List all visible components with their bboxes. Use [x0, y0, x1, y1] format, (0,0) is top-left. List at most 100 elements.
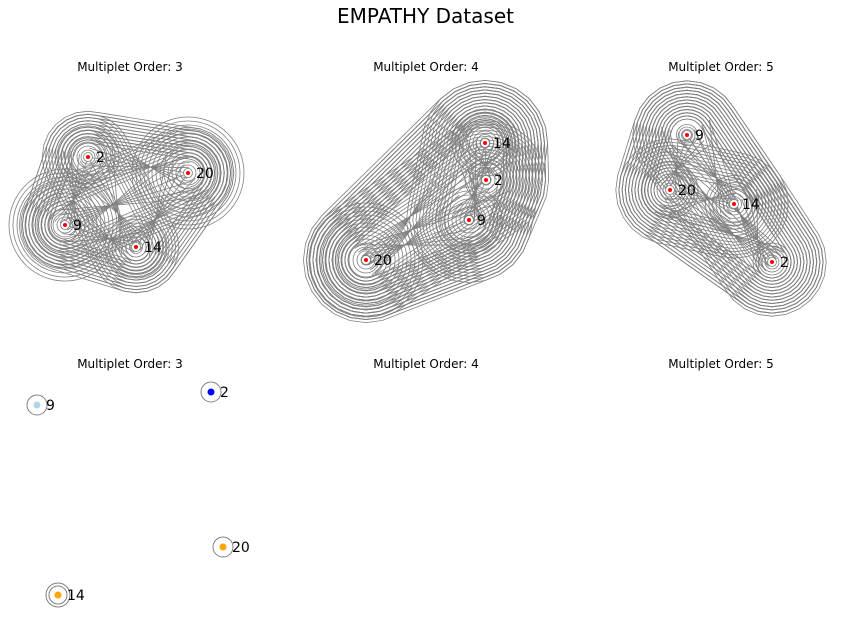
node-ring [104, 215, 168, 279]
node-ring [151, 136, 225, 210]
node-ring [360, 254, 372, 266]
node-dot [364, 258, 368, 262]
node-20: 20 [641, 161, 699, 219]
node-label: 9 [46, 398, 55, 414]
node-ring [324, 218, 408, 302]
node-ring [28, 188, 102, 262]
hyperedge-line [365, 179, 487, 261]
node-ring [465, 123, 505, 163]
hyperedge-line [701, 124, 726, 211]
hyperedge-outline [337, 151, 515, 289]
node-ring [60, 129, 116, 185]
hyperedge-line [365, 219, 470, 261]
node-ring [647, 167, 693, 213]
node-label: 14 [493, 136, 511, 152]
hyperedge-outline [632, 80, 827, 317]
node-ring [135, 120, 241, 226]
hyperedge-line [85, 161, 190, 176]
node-label: 2 [220, 385, 229, 401]
node-ring [761, 251, 783, 273]
hyperedge-outline [25, 133, 228, 287]
hyperedge-line [66, 164, 185, 231]
hyperedge-line [711, 218, 786, 254]
hyperedge-line [669, 129, 681, 194]
node-ring [179, 164, 197, 182]
panel-title: Multiplet Order: 3 [77, 60, 183, 74]
hyperedge-line [669, 189, 773, 263]
node-ring [312, 206, 420, 314]
node-ring [159, 144, 217, 202]
node-ring [676, 124, 698, 146]
hypergraph-top-order-3: 2 20 9 14 [8, 110, 245, 294]
node-ring [758, 248, 786, 276]
node-ring [20, 180, 110, 270]
node-ring [56, 216, 74, 234]
hyperedge-line [135, 172, 189, 248]
node-ring [139, 124, 237, 222]
node-label: 9 [73, 218, 82, 234]
node-dot [685, 133, 689, 137]
node-ring [320, 214, 412, 306]
hyperedge-line [148, 157, 167, 257]
node-ring [115, 226, 157, 268]
node-ring [463, 214, 475, 226]
node-dot [186, 171, 190, 175]
hyperedge-line [374, 157, 472, 274]
node-label: 9 [477, 213, 486, 229]
node-ring [650, 170, 690, 210]
node-ring [12, 172, 118, 278]
hyperedge-line [362, 236, 476, 251]
node-ring [455, 206, 483, 234]
node-ring [455, 113, 515, 173]
hyperedge-outline [624, 144, 818, 308]
node-ring [681, 129, 693, 141]
hyperedge-outline [334, 148, 518, 292]
node-ring [464, 158, 508, 202]
node-14: 14 [45, 582, 85, 608]
node-ring [24, 184, 106, 266]
node-2: 2 [464, 158, 508, 202]
node-ring [752, 242, 792, 282]
hyperedge-line [56, 231, 141, 252]
node-2: 2 [752, 242, 792, 282]
panel-title: Multiplet Order: 5 [668, 60, 774, 74]
hyperedge-line [473, 176, 479, 223]
node-ring [129, 240, 143, 254]
node-ring [308, 202, 424, 318]
hyperedge-outline [621, 141, 821, 311]
node-ring [459, 210, 479, 230]
node-dot [207, 388, 215, 396]
node-9: 9 [676, 124, 704, 146]
node-label: 9 [695, 128, 704, 144]
node-ring [118, 229, 154, 265]
node-dot [86, 155, 90, 159]
node-ring [64, 133, 112, 181]
node-ring [705, 175, 763, 233]
hyperedge-outline [634, 154, 808, 298]
hyperedge-line [671, 144, 782, 257]
hyperedge-outline [341, 155, 511, 285]
node-ring [40, 200, 90, 250]
node-label: 14 [67, 588, 85, 604]
node-dot [668, 188, 672, 192]
hyperedge-line [62, 180, 192, 221]
node-14: 14 [705, 175, 763, 233]
hyperedge-line [733, 203, 773, 263]
node-ring [451, 202, 487, 238]
node-ring [76, 145, 100, 169]
node-dot [134, 245, 138, 249]
hyperedge-outline [21, 129, 232, 291]
node-ring [443, 194, 495, 246]
node-ring [125, 236, 147, 258]
node-ring [462, 120, 508, 166]
node-ring [147, 132, 229, 214]
node-ring [458, 116, 512, 170]
node-14: 14 [104, 215, 168, 279]
node-20: 20 [308, 202, 424, 318]
hyperedge-line [673, 172, 732, 215]
hyperedge-line [92, 130, 186, 190]
panel-bottom-order-4: Multiplet Order: 4 [296, 357, 556, 617]
panel-title: Multiplet Order: 4 [373, 60, 479, 74]
node-dot [33, 401, 41, 409]
panel-bottom-order-5: Multiplet Order: 5 [591, 357, 851, 617]
